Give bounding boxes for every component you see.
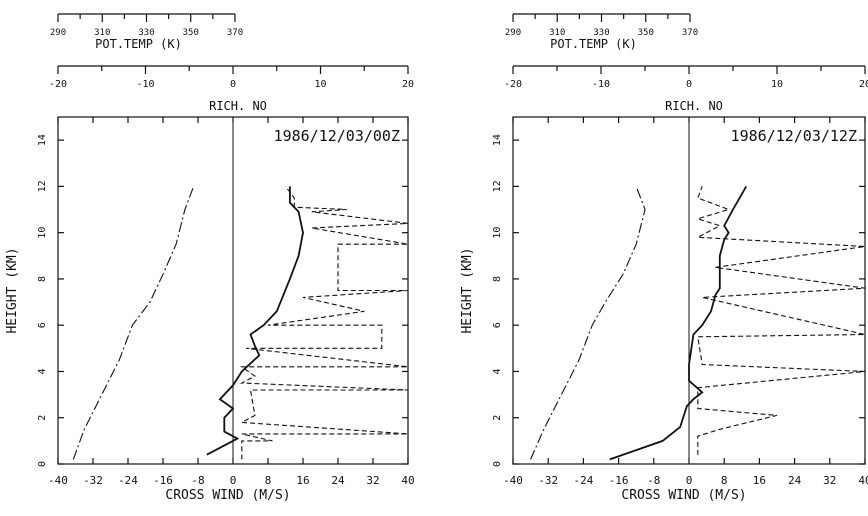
x-tick-label: 0 bbox=[230, 474, 237, 487]
date-label: 1986/12/03/00Z bbox=[274, 127, 400, 145]
y-tick-label: 0 bbox=[492, 461, 503, 467]
x-tick-label: 8 bbox=[265, 474, 272, 487]
top-axis-tick-label: 10 bbox=[771, 79, 783, 90]
x-tick-label: -24 bbox=[573, 474, 593, 487]
y-axis-label: HEIGHT (KM) bbox=[460, 247, 475, 333]
top-axis-tick-label: 310 bbox=[94, 28, 110, 38]
date-label: 1986/12/03/12Z bbox=[731, 127, 857, 145]
top-axis-tick-label: 350 bbox=[638, 28, 654, 38]
y-tick-label: 2 bbox=[37, 415, 48, 421]
x-tick-label: 8 bbox=[721, 474, 728, 487]
y-tick-label: 14 bbox=[37, 134, 48, 146]
y-tick-label: 8 bbox=[492, 276, 503, 282]
x-tick-label: 24 bbox=[331, 474, 345, 487]
top-axis-tick-label: -10 bbox=[592, 79, 610, 90]
x-tick-label: -40 bbox=[503, 474, 523, 487]
series-line-dash-dot bbox=[72, 186, 195, 460]
y-tick-label: 4 bbox=[37, 368, 48, 374]
x-tick-label: 32 bbox=[823, 474, 836, 487]
y-axis-label: HEIGHT (KM) bbox=[5, 247, 20, 333]
series-line-solid bbox=[206, 186, 304, 456]
pot-temp-label: POT.TEMP (K) bbox=[95, 37, 182, 51]
x-tick-label: 16 bbox=[296, 474, 309, 487]
x-tick-label: -40 bbox=[48, 474, 68, 487]
top-axis-tick-label: 370 bbox=[682, 28, 698, 38]
y-tick-label: 2 bbox=[492, 415, 503, 421]
y-tick-label: 10 bbox=[37, 227, 48, 239]
top-axis-tick-label: 290 bbox=[505, 28, 521, 38]
x-tick-label: 16 bbox=[753, 474, 766, 487]
y-tick-label: 6 bbox=[492, 322, 503, 328]
top-axis-tick-label: 10 bbox=[314, 79, 326, 90]
x-tick-label: -32 bbox=[538, 474, 558, 487]
x-axis-label: CROSS WIND (M/S) bbox=[621, 488, 746, 503]
x-tick-label: 32 bbox=[366, 474, 379, 487]
top-axis-tick-label: 0 bbox=[686, 79, 692, 90]
x-tick-label: 40 bbox=[401, 474, 414, 487]
pot-temp-label: POT.TEMP (K) bbox=[550, 37, 637, 51]
y-tick-label: 14 bbox=[492, 134, 503, 146]
x-tick-label: -32 bbox=[83, 474, 103, 487]
y-tick-label: 0 bbox=[37, 461, 48, 467]
top-axis-tick-label: -20 bbox=[49, 79, 67, 90]
y-tick-label: 12 bbox=[492, 180, 503, 192]
rich-no-label: RICH. NO bbox=[665, 99, 723, 113]
top-axis-tick-label: 20 bbox=[859, 79, 868, 90]
x-tick-label: 40 bbox=[858, 474, 868, 487]
series-line-dash-dot bbox=[530, 186, 646, 460]
series-line-solid bbox=[609, 185, 747, 461]
y-tick-label: 8 bbox=[37, 276, 48, 282]
y-tick-label: 12 bbox=[37, 180, 48, 192]
top-axis-tick-label: 20 bbox=[402, 79, 414, 90]
y-tick-label: 6 bbox=[37, 322, 48, 328]
top-axis-tick-label: 310 bbox=[549, 28, 565, 38]
rich-no-label: RICH. NO bbox=[209, 99, 267, 113]
x-tick-label: 24 bbox=[788, 474, 802, 487]
x-tick-label: -8 bbox=[647, 474, 660, 487]
top-axis-tick-label: 330 bbox=[138, 28, 154, 38]
series-line-dashed bbox=[695, 186, 866, 455]
top-axis-tick-label: 290 bbox=[50, 28, 66, 38]
x-tick-label: -16 bbox=[153, 474, 173, 487]
top-axis-tick-label: 370 bbox=[227, 28, 243, 38]
x-tick-label: -8 bbox=[191, 474, 204, 487]
x-tick-label: -16 bbox=[609, 474, 629, 487]
y-tick-label: 4 bbox=[492, 368, 503, 374]
top-axis-tick-label: -20 bbox=[504, 79, 522, 90]
top-axis-tick-label: 0 bbox=[230, 79, 236, 90]
top-axis-tick-label: 350 bbox=[183, 28, 199, 38]
x-axis-label: CROSS WIND (M/S) bbox=[165, 488, 290, 503]
x-tick-label: -24 bbox=[118, 474, 138, 487]
x-tick-label: 0 bbox=[686, 474, 693, 487]
top-axis-tick-label: -10 bbox=[136, 79, 154, 90]
y-tick-label: 10 bbox=[492, 227, 503, 239]
series-line-dashed bbox=[239, 186, 409, 460]
top-axis-tick-label: 330 bbox=[593, 28, 609, 38]
